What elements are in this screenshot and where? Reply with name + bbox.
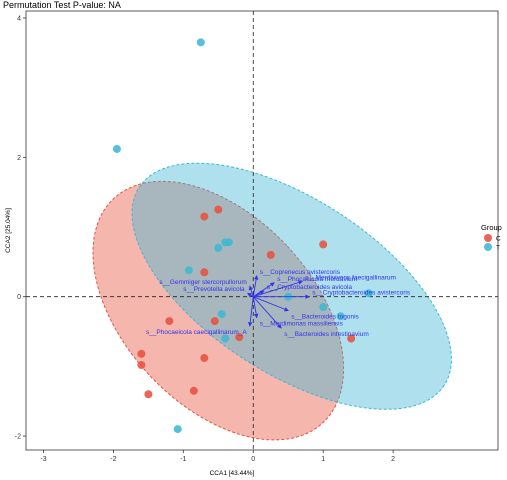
ellipse-c xyxy=(92,180,345,441)
chart-title: Permutation Test P-value: NA xyxy=(3,0,121,10)
point-c xyxy=(137,360,146,369)
point-c xyxy=(266,250,275,259)
y-tick-label: 2 xyxy=(17,155,21,162)
legend-label-t: T xyxy=(496,245,500,252)
point-c xyxy=(347,334,356,343)
legend-key-c xyxy=(484,234,492,242)
point-c xyxy=(200,268,209,277)
point-t xyxy=(336,312,345,321)
point-t xyxy=(112,144,121,153)
point-c xyxy=(319,240,328,249)
point-c xyxy=(200,212,209,221)
vector-arrow xyxy=(252,296,282,329)
vector-label: s__Prevotella avicola xyxy=(183,286,245,293)
y-tick-label: 4 xyxy=(17,15,21,22)
vector-arrow xyxy=(247,292,254,298)
point-t xyxy=(214,243,223,252)
point-t xyxy=(224,238,233,247)
point-t xyxy=(319,303,328,312)
point-c xyxy=(137,349,146,358)
vector-label: s__Merdivivens faecigallinarum xyxy=(305,274,396,281)
legend-key-t xyxy=(484,243,492,251)
point-t xyxy=(184,266,193,275)
vector-arrow xyxy=(247,296,254,327)
point-t xyxy=(173,425,182,434)
y-tick-label: 0 xyxy=(17,294,21,301)
y-tick-label: -2 xyxy=(15,434,21,441)
vector-label: s__Cryptobacteroides avicola xyxy=(267,284,353,291)
point-t xyxy=(364,289,373,298)
point-c xyxy=(214,205,223,214)
vector-arrow xyxy=(253,296,289,312)
x-tick-label: -3 xyxy=(40,456,46,463)
vector-label: s__Gemmiger stercorpullorum xyxy=(159,279,246,286)
x-tick-label: 1 xyxy=(321,456,325,463)
vector-arrow xyxy=(248,285,254,297)
vector-label: s__Phocaeicola caecigallinarum_A xyxy=(146,329,247,336)
point-t xyxy=(217,310,226,319)
legend-title: Group xyxy=(481,223,502,232)
ellipse-t xyxy=(131,162,452,410)
vector-arrow xyxy=(253,290,265,298)
vector-label: s__Bacteroides intestinavium xyxy=(284,331,369,338)
point-c xyxy=(165,317,174,326)
vector-arrow xyxy=(252,296,259,319)
x-tick-label: -2 xyxy=(110,456,116,463)
point-c xyxy=(235,333,244,342)
point-t xyxy=(221,334,230,343)
vector-arrow xyxy=(252,275,259,297)
x-axis-title: CCA1 [43.44%] xyxy=(210,470,255,477)
point-c xyxy=(144,390,153,399)
vector-label: s__Merdimonas massiliensis xyxy=(260,321,344,328)
point-c xyxy=(200,354,209,363)
x-tick-label: 0 xyxy=(251,456,255,463)
vector-label: s__Bacteroides togonis xyxy=(291,314,359,321)
vector-label: s__Cryptobacteroides avistercoris xyxy=(312,290,411,297)
point-c xyxy=(189,386,198,395)
plot-panel xyxy=(25,10,499,451)
y-axis-title: CCA2 [25.04%] xyxy=(5,208,12,253)
point-t xyxy=(196,38,205,47)
point-c xyxy=(210,317,219,326)
vector-label: s__Phocaeicola merdavium xyxy=(277,276,357,283)
x-tick-label: 2 xyxy=(391,456,395,463)
legend-label-c: C xyxy=(496,236,501,243)
vector-label: s__Coprenecus avistercoris xyxy=(260,269,341,276)
x-tick-label: -1 xyxy=(180,456,186,463)
